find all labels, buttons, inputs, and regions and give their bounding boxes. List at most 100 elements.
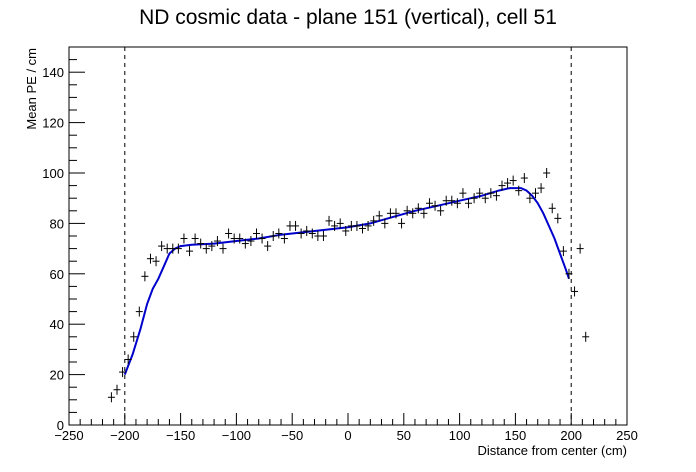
data-point xyxy=(481,193,489,204)
data-point xyxy=(213,236,221,247)
chart-title: ND cosmic data - plane 151 (vertical), c… xyxy=(139,6,557,29)
x-tick-label: 250 xyxy=(616,428,638,443)
x-tick-label: 100 xyxy=(449,428,471,443)
x-tick-label: 50 xyxy=(397,428,411,443)
data-point xyxy=(515,185,523,196)
y-tick-label: 0 xyxy=(57,418,64,433)
data-point xyxy=(420,208,428,219)
data-point xyxy=(520,173,528,184)
data-point xyxy=(331,220,339,231)
data-point xyxy=(582,331,590,342)
data-point xyxy=(359,223,367,234)
data-point xyxy=(113,384,121,395)
y-tick-label: 40 xyxy=(50,317,64,332)
data-point xyxy=(448,195,456,206)
data-point xyxy=(158,241,166,252)
data-point xyxy=(275,228,283,239)
y-axis: 0 20 40 60 80 100 120 140 xyxy=(42,46,85,433)
data-point xyxy=(571,286,579,297)
data-point xyxy=(504,178,512,189)
x-tick-label: 150 xyxy=(505,428,527,443)
data-point xyxy=(409,208,417,219)
data-point xyxy=(202,243,210,254)
data-point xyxy=(336,218,344,229)
x-axis-title: Distance from center (cm) xyxy=(477,443,627,458)
y-tick-label: 100 xyxy=(42,166,64,181)
y-tick-label: 60 xyxy=(50,267,64,282)
data-point xyxy=(370,215,378,226)
data-point xyxy=(476,188,484,199)
data-point xyxy=(526,193,534,204)
y-axis-title: Mean PE / cm xyxy=(24,48,39,130)
data-point xyxy=(392,208,400,219)
data-point xyxy=(225,228,233,239)
x-tick-label: −150 xyxy=(166,428,195,443)
fit-curve xyxy=(123,187,570,375)
data-point xyxy=(119,367,127,378)
data-point xyxy=(459,188,467,199)
data-point xyxy=(252,228,260,239)
data-point xyxy=(303,225,311,236)
data-point xyxy=(548,203,556,214)
data-point xyxy=(353,220,361,231)
data-point xyxy=(297,228,305,239)
data-point xyxy=(186,246,194,257)
data-point xyxy=(247,236,255,247)
x-tick-label: 0 xyxy=(344,428,351,443)
y-tick-label: 20 xyxy=(50,368,64,383)
data-point xyxy=(258,233,266,244)
data-point xyxy=(292,220,300,231)
data-point xyxy=(381,218,389,229)
data-point xyxy=(107,392,115,403)
data-point xyxy=(425,198,433,209)
data-point xyxy=(141,271,149,282)
y-tick-label: 80 xyxy=(50,216,64,231)
data-point xyxy=(537,183,545,194)
x-tick-label: −200 xyxy=(110,428,139,443)
data-point xyxy=(236,233,244,244)
data-point xyxy=(124,354,132,365)
data-point xyxy=(208,241,216,252)
data-point xyxy=(364,220,372,231)
data-point xyxy=(492,190,500,201)
data-point xyxy=(342,225,350,236)
data-point xyxy=(152,256,160,267)
data-point xyxy=(559,246,567,257)
data-point xyxy=(264,241,272,252)
data-point xyxy=(308,228,316,239)
data-point xyxy=(431,200,439,211)
data-point xyxy=(280,233,288,244)
data-point xyxy=(180,233,188,244)
data-point xyxy=(375,210,383,221)
y-tick-label: 140 xyxy=(42,65,64,80)
data-point xyxy=(130,331,138,342)
x-tick-label: −50 xyxy=(281,428,303,443)
data-point xyxy=(135,306,143,317)
x-tick-label: 200 xyxy=(560,428,582,443)
data-point xyxy=(319,231,327,241)
data-point xyxy=(498,180,506,191)
data-point xyxy=(576,243,584,254)
data-point xyxy=(543,168,551,178)
data-point xyxy=(241,238,249,249)
data-point xyxy=(219,243,227,254)
data-point xyxy=(470,193,478,204)
data-point xyxy=(565,268,573,279)
data-point xyxy=(509,175,517,186)
data-point xyxy=(437,205,445,216)
x-tick-label: −250 xyxy=(54,428,83,443)
data-point xyxy=(325,215,333,226)
data-point xyxy=(191,233,199,244)
data-point xyxy=(269,231,277,241)
data-point xyxy=(403,205,411,216)
data-point xyxy=(453,198,461,209)
data-point xyxy=(414,203,422,214)
data-point xyxy=(465,198,473,209)
plot-frame xyxy=(68,46,628,426)
data-point xyxy=(174,243,182,254)
data-point xyxy=(197,238,205,249)
y-tick-label: 120 xyxy=(42,116,64,131)
data-point xyxy=(398,218,406,229)
x-tick-label: −100 xyxy=(222,428,251,443)
